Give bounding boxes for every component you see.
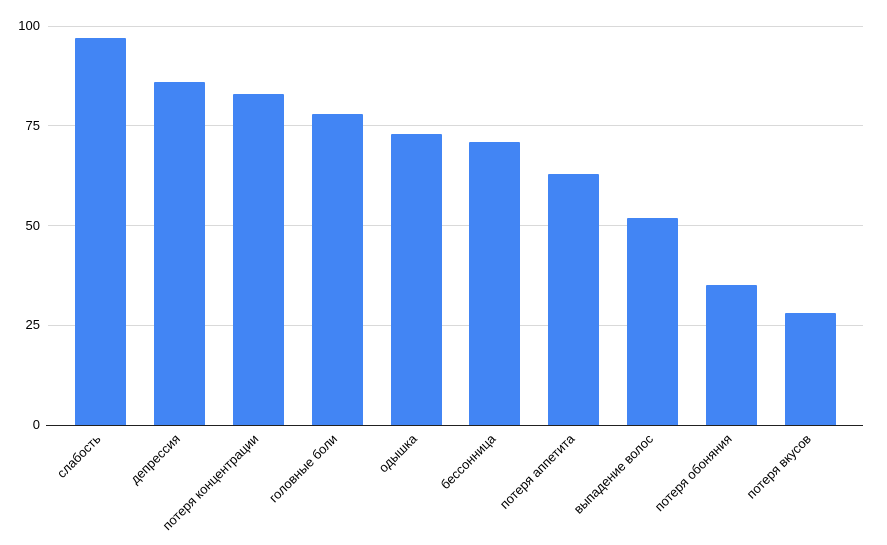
y-axis-tick-label: 75 <box>25 117 40 133</box>
bar-слабость <box>74 37 126 425</box>
bar-потеря вкусов <box>785 313 837 425</box>
bar-депрессия <box>153 81 205 425</box>
bar-потеря обоняния <box>706 285 758 425</box>
y-axis-tick-label: 50 <box>25 217 40 233</box>
bar-потеря аппетита <box>548 173 600 425</box>
x-axis-category-label: потеря концентрации <box>159 431 262 534</box>
x-axis-category-label: потеря вкусов <box>743 431 814 502</box>
bar-потеря концентрации <box>232 93 284 425</box>
plot-area <box>48 25 863 425</box>
gridline <box>48 25 863 27</box>
x-axis-category-label: потеря аппетита <box>496 431 578 512</box>
x-axis-category-label: одышка <box>375 431 420 476</box>
gridline <box>48 225 863 226</box>
x-axis-category-label: бессонница <box>437 431 499 493</box>
x-axis-category-label: слабость <box>54 431 104 481</box>
bar-головные боли <box>311 113 363 425</box>
x-axis-baseline <box>46 425 863 426</box>
x-axis-category-label: депрессия <box>127 431 183 487</box>
bar-бессонница <box>469 141 521 425</box>
gridline <box>48 324 863 326</box>
x-axis-category-label: потеря обоняния <box>651 431 735 515</box>
bar-одышка <box>390 133 442 425</box>
y-axis-tick-label: 25 <box>25 317 40 333</box>
x-axis-category-label: выпадение волос <box>570 431 657 517</box>
x-axis-category-label: головные боли <box>266 431 341 506</box>
gridline <box>48 125 863 127</box>
bar-выпадение волос <box>627 217 679 425</box>
y-axis-tick-label: 0 <box>32 417 40 432</box>
y-axis-tick-label: 100 <box>18 18 40 33</box>
